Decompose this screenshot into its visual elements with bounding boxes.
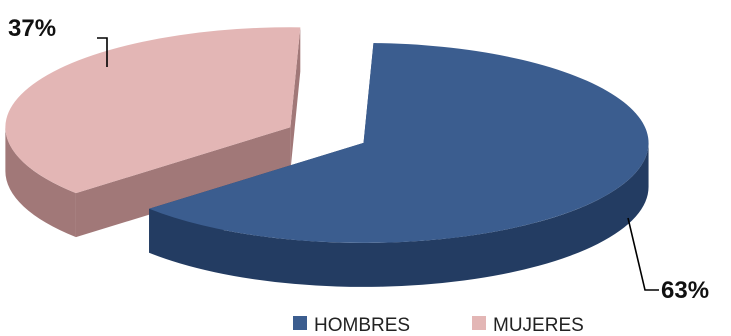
slice-wall-end-mujeres [290,27,301,172]
legend-label-mujeres: MUJERES [493,315,584,336]
data-label-mujeres: 37% [8,15,56,42]
legend-swatch-hombres [293,316,307,330]
slices-layer [5,27,649,287]
leader-line-mujeres [97,37,108,67]
legend: HOMBRES MUJERES [293,315,584,336]
slice-side-mujeres-0 [5,127,76,238]
slice-hombres [149,42,649,243]
data-label-hombres: 63% [661,277,709,304]
data-labels-layer: 37% 63% [8,15,709,304]
slice-mujeres [5,27,301,194]
leader-line-hombres [627,217,659,291]
legend-swatch-mujeres [472,316,486,330]
legend-label-hombres: HOMBRES [314,315,410,336]
slice-side-hombres-0 [149,142,649,287]
slice-wall-start-mujeres [75,127,291,238]
